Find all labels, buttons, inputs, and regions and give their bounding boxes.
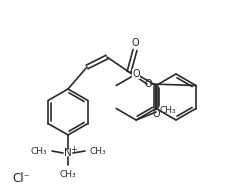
Text: O: O (143, 79, 151, 89)
Text: CH₃: CH₃ (30, 146, 47, 156)
Text: Cl⁻: Cl⁻ (12, 172, 30, 185)
Text: +: + (70, 145, 77, 153)
Text: CH₃: CH₃ (158, 107, 175, 115)
Text: O: O (132, 69, 139, 79)
Text: N: N (64, 148, 72, 158)
Text: CH₃: CH₃ (59, 170, 76, 179)
Text: O: O (131, 38, 138, 48)
Text: O: O (152, 109, 159, 119)
Text: CH₃: CH₃ (90, 146, 106, 156)
